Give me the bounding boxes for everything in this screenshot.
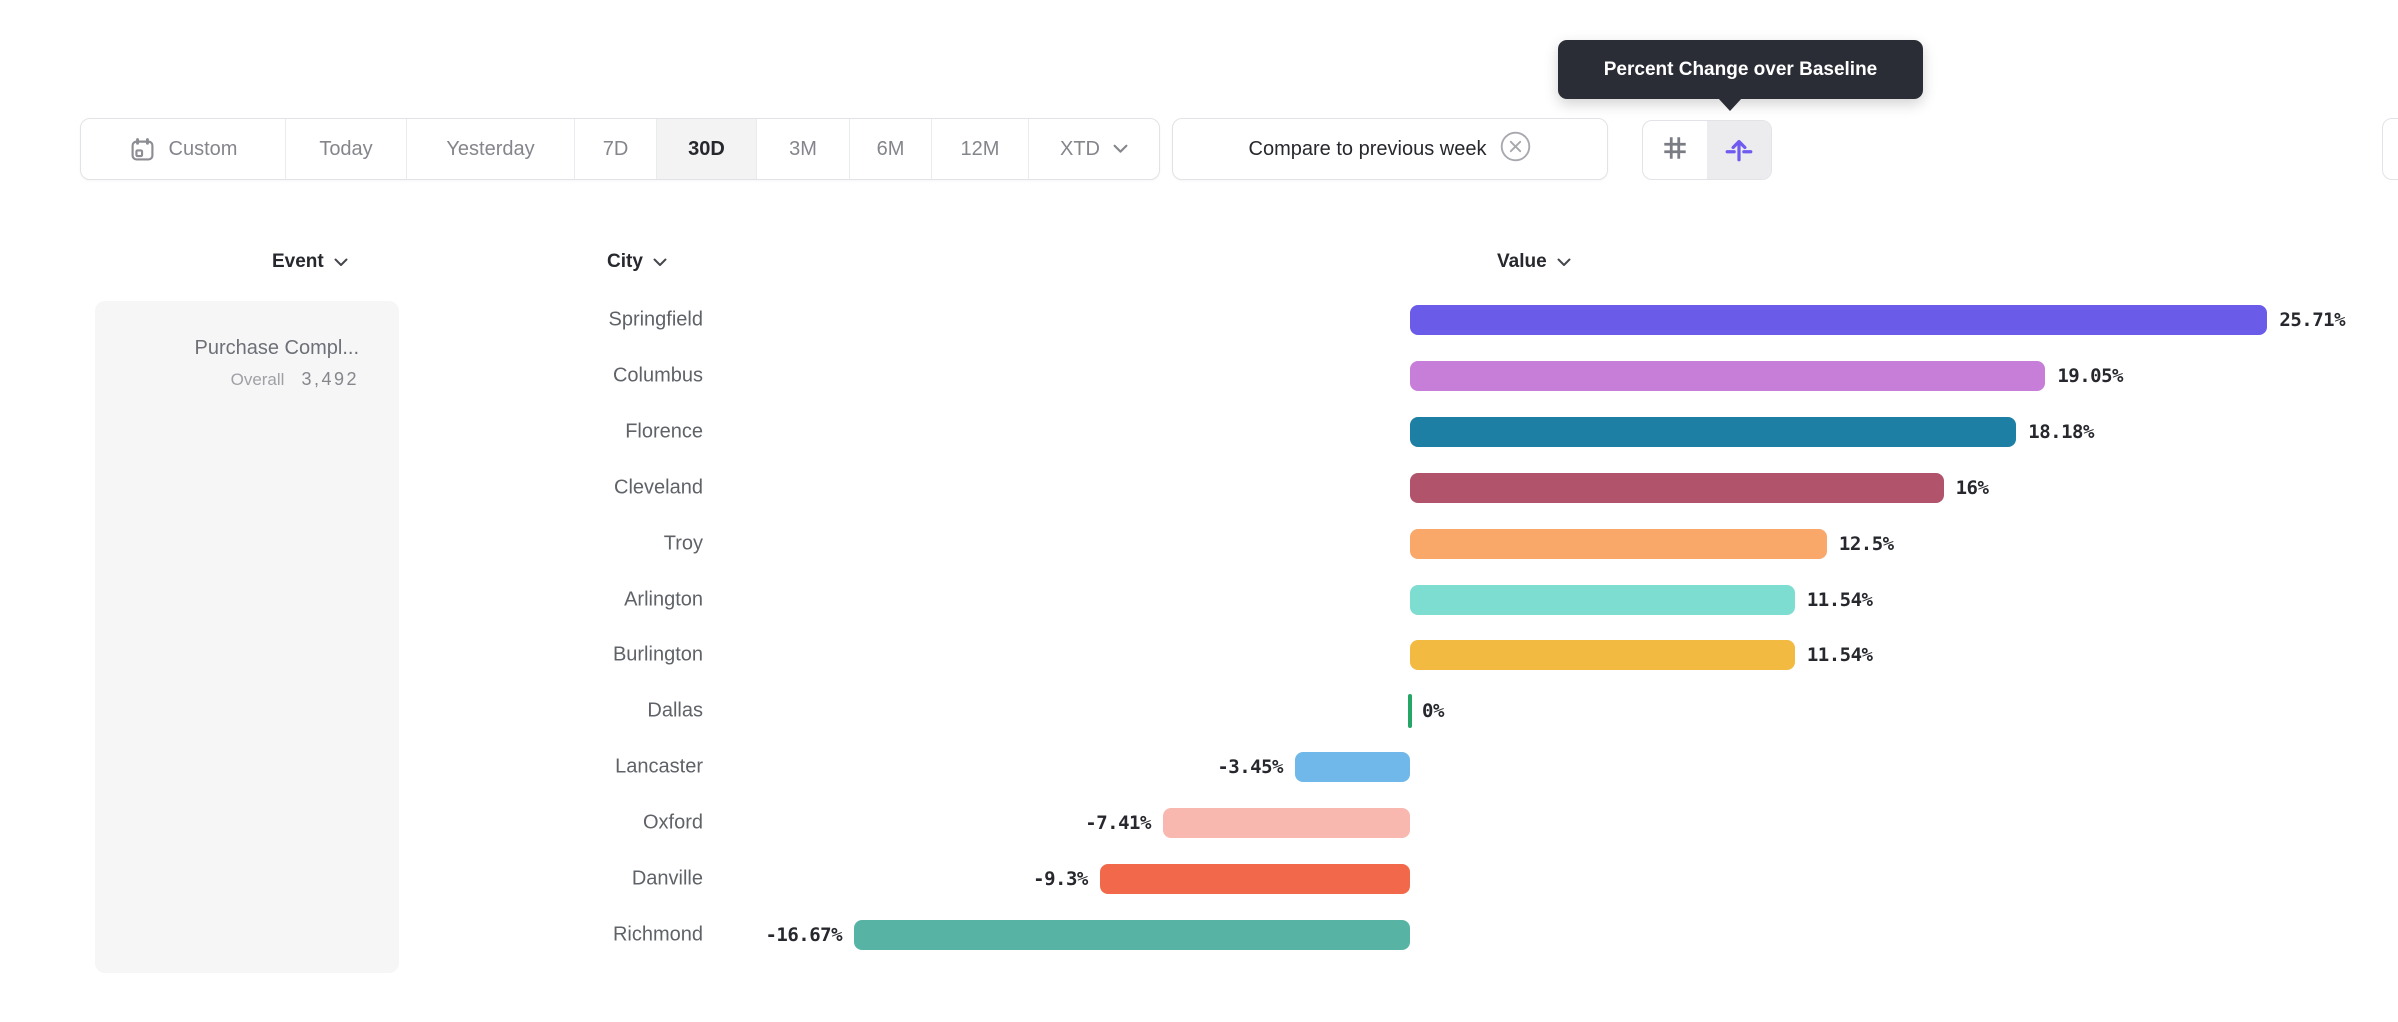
range-12m[interactable]: 12M (932, 119, 1029, 179)
value-label: 11.54% (1806, 588, 1873, 611)
range-label: 12M (960, 137, 1000, 160)
range-7d[interactable]: 7D (575, 119, 657, 179)
bar[interactable] (1410, 584, 1795, 615)
edge-partial-button[interactable] (2382, 118, 2398, 180)
range-label: Yesterday (446, 137, 535, 160)
city-label: Arlington (624, 588, 703, 610)
value-label: -3.45% (1217, 756, 1283, 779)
compare-chip[interactable]: Compare to previous week (1172, 118, 1608, 180)
value-label: -7.41% (1085, 812, 1151, 835)
city-label: Danville (631, 867, 703, 890)
city-label: Cleveland (614, 476, 703, 499)
bar[interactable] (1294, 752, 1410, 783)
value-label: -9.3% (1033, 868, 1088, 890)
value-label: 11.54% (1806, 644, 1873, 667)
percent-change-button[interactable] (1707, 121, 1771, 179)
range-label: 3M (789, 137, 817, 160)
event-panel: Purchase Compl... Overall 3,492 (95, 301, 399, 973)
bar[interactable] (1410, 416, 2017, 447)
column-header-event[interactable]: Event (272, 251, 348, 273)
chevron-down-icon (334, 251, 348, 273)
range-label: XTD (1060, 137, 1100, 160)
chevron-down-icon (1557, 251, 1571, 273)
bar[interactable] (1410, 360, 2046, 391)
range-label: 6M (876, 137, 905, 160)
range-label: 7D (602, 137, 629, 160)
chevron-down-icon (653, 251, 667, 273)
bar[interactable] (854, 919, 1410, 950)
city-label: Lancaster (615, 755, 703, 778)
column-header-value[interactable]: Value (1497, 251, 1571, 273)
value-label: -16.67% (765, 923, 843, 946)
range-label: 30D (688, 137, 725, 160)
bar[interactable] (1410, 472, 1944, 503)
percent-change-baseline-icon (1724, 133, 1754, 168)
value-label: 0% (1422, 700, 1444, 723)
range-6m[interactable]: 6M (850, 119, 932, 179)
bar[interactable] (1410, 305, 2268, 335)
metric-value: 3,492 (301, 369, 359, 389)
tooltip-percent-change: Percent Change over Baseline (1558, 40, 1923, 111)
metric-label: Overall (230, 370, 285, 389)
range-3m[interactable]: 3M (757, 119, 850, 179)
value-label: 19.05% (2057, 364, 2123, 387)
calendar-icon (129, 136, 156, 163)
range-yesterday[interactable]: Yesterday (407, 119, 575, 179)
value-label: 16% (1955, 476, 1989, 499)
range-30d[interactable]: 30D (657, 119, 757, 179)
date-range-toolbar: Custom Today Yesterday 7D 30D 3M 6M 12M XTD (80, 118, 1160, 180)
range-xtd[interactable]: XTD (1029, 119, 1159, 179)
range-label: Today (319, 137, 373, 160)
city-label: Springfield (608, 308, 703, 331)
column-header-event-label: Event (272, 251, 324, 272)
city-label: Florence (625, 420, 703, 443)
chevron-down-icon (1113, 144, 1128, 154)
column-header-value-label: Value (1497, 251, 1547, 272)
chart-view-toggle (1642, 120, 1772, 180)
bar[interactable] (1099, 864, 1410, 894)
event-metric: Overall 3,492 (95, 369, 359, 390)
city-label: Oxford (642, 811, 703, 834)
range-today[interactable]: Today (286, 119, 407, 179)
compare-chip-label: Compare to previous week (1248, 137, 1487, 160)
event-name: Purchase Compl... (194, 337, 359, 359)
bar[interactable] (1162, 808, 1410, 839)
column-header-city-label: City (607, 251, 643, 272)
x-circle-icon[interactable] (1500, 131, 1531, 167)
value-label: 25.71% (2279, 309, 2346, 331)
city-label: Burlington (612, 643, 703, 666)
grid-view-button[interactable] (1643, 121, 1707, 179)
city-label: Columbus (612, 364, 703, 387)
city-label: Troy (663, 532, 703, 555)
event-cell[interactable]: Purchase Compl... Overall 3,492 (95, 301, 399, 390)
bar[interactable] (1410, 528, 1827, 559)
column-header-city[interactable]: City (607, 251, 667, 273)
range-custom[interactable]: Custom (81, 119, 286, 179)
city-label: Richmond (612, 923, 703, 946)
grid-hash-icon (1660, 133, 1690, 168)
value-label: 18.18% (2028, 420, 2094, 443)
value-label: 12.5% (1838, 532, 1894, 555)
range-label: Custom (168, 137, 238, 160)
city-label: Dallas (647, 699, 703, 722)
bar[interactable] (1410, 640, 1795, 671)
tooltip-text: Percent Change over Baseline (1603, 58, 1878, 80)
zero-baseline-tick[interactable] (1408, 694, 1412, 729)
